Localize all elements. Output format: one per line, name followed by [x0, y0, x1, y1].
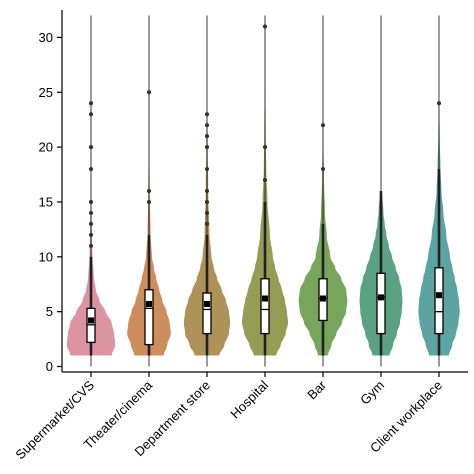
outlier-point-3-2: [262, 24, 268, 29]
outlier-point-1-1: [146, 188, 152, 194]
x-tick-label-3: Hospital: [227, 377, 271, 421]
outlier-point-4-0: [320, 166, 326, 172]
outlier-point-0-6: [88, 145, 94, 150]
outlier-point-0-5: [88, 166, 94, 172]
box-3: [260, 278, 270, 335]
box-1: [144, 289, 154, 346]
outlier-point-0-0: [88, 243, 94, 248]
outlier-point-4-1: [320, 123, 326, 128]
outlier-point-2-6: [204, 134, 210, 139]
mean-marker-4: [320, 295, 326, 302]
mean-marker-5: [378, 294, 384, 301]
y-tick-label-4: 20: [39, 140, 53, 155]
outlier-point-1-2: [146, 90, 152, 95]
outlier-point-2-3: [204, 188, 210, 194]
y-tick-label-3: 15: [39, 194, 53, 209]
outlier-point-0-8: [88, 101, 94, 106]
box-layer: [86, 15, 444, 367]
outlier-point-2-0: [204, 221, 210, 227]
mean-marker-1: [146, 300, 152, 307]
outlier-point-0-1: [88, 232, 94, 237]
mean-marker-2: [204, 300, 210, 307]
mean-marker-3: [262, 295, 268, 302]
y-tick-label-0: 0: [46, 359, 53, 374]
outlier-point-2-5: [204, 145, 210, 150]
outlier-point-3-1: [262, 145, 268, 150]
y-tick-label-2: 10: [39, 249, 53, 264]
outlier-point-1-0: [146, 199, 152, 205]
x-tick-label-5: Gym: [357, 378, 387, 408]
x-tick-label-4: Bar: [304, 377, 329, 402]
x-tick-label-0: Supermarket/CVS: [12, 377, 97, 462]
box-5: [376, 272, 386, 335]
outlier-point-0-7: [88, 112, 94, 117]
outlier-point-6-0: [436, 101, 442, 106]
y-tick-label-1: 5: [46, 304, 53, 319]
outlier-point-2-7: [204, 123, 210, 128]
mean-marker-0: [88, 317, 94, 324]
outlier-point-2-1: [204, 210, 210, 216]
outlier-point-0-2: [88, 221, 94, 227]
axes-layer: 051015202530Supermarket/CVSTheater/cinem…: [12, 10, 468, 462]
outlier-point-2-8: [204, 112, 210, 117]
outlier-point-2-2: [204, 199, 210, 205]
outlier-point-3-0: [262, 177, 268, 183]
outlier-point-0-4: [88, 199, 94, 205]
box-6: [434, 267, 444, 335]
y-tick-label-5: 25: [39, 85, 53, 100]
outlier-point-0-3: [88, 210, 94, 216]
box-2: [202, 292, 212, 335]
mean-marker-6: [436, 292, 442, 299]
y-tick-label-6: 30: [39, 30, 53, 45]
outlier-point-2-4: [204, 166, 210, 172]
